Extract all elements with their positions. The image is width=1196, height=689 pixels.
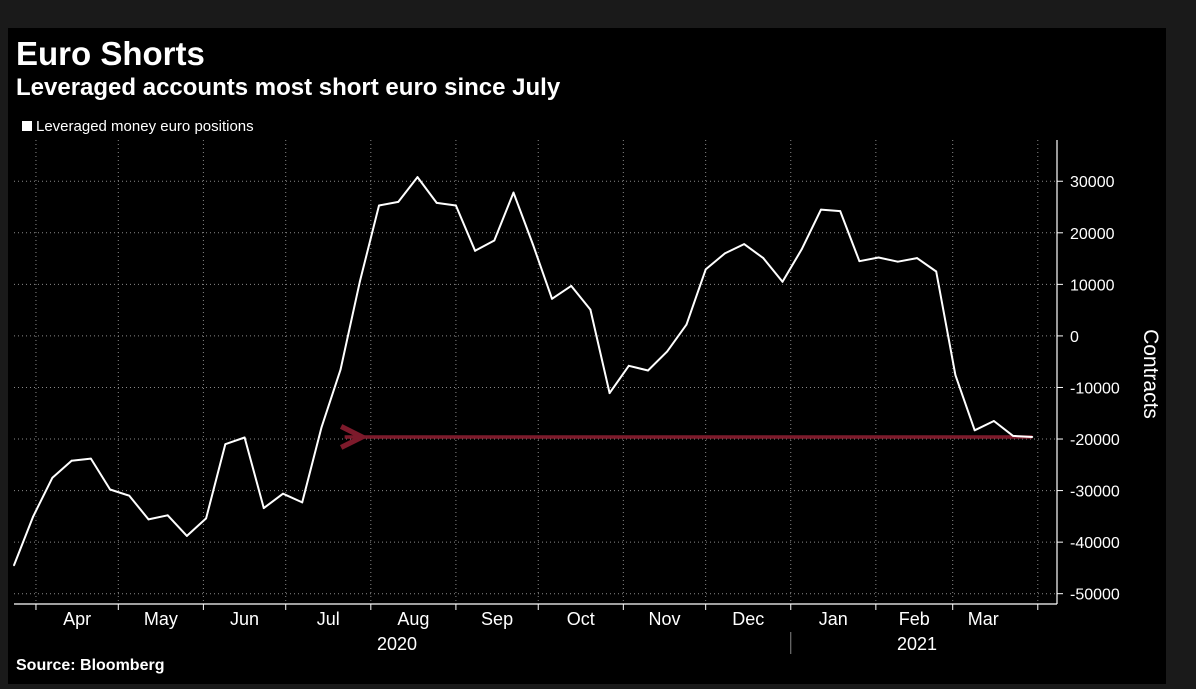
data-point bbox=[32, 515, 35, 518]
chart-panel bbox=[8, 28, 1166, 684]
data-point bbox=[435, 201, 438, 204]
y-tick-label: -40000 bbox=[1070, 535, 1120, 552]
data-point bbox=[51, 476, 54, 479]
data-point bbox=[531, 243, 534, 246]
year-label: 2020 bbox=[377, 634, 417, 654]
legend-label: Leveraged money euro positions bbox=[36, 118, 254, 135]
data-point bbox=[397, 200, 400, 203]
data-point bbox=[666, 350, 669, 353]
data-point bbox=[627, 364, 630, 367]
data-point bbox=[800, 248, 803, 251]
x-tick-label: Oct bbox=[567, 609, 595, 629]
data-point bbox=[243, 436, 246, 439]
data-point bbox=[608, 392, 611, 395]
data-point bbox=[493, 239, 496, 242]
data-point bbox=[723, 252, 726, 255]
data-point bbox=[954, 374, 957, 376]
data-point bbox=[128, 494, 131, 497]
year-label: 2021 bbox=[897, 634, 937, 654]
data-point bbox=[781, 280, 784, 283]
data-point bbox=[858, 260, 861, 263]
axes bbox=[14, 140, 1063, 654]
x-tick-label: Jun bbox=[230, 609, 259, 629]
data-point bbox=[762, 257, 765, 259]
data-point bbox=[647, 369, 649, 372]
data-point bbox=[186, 535, 188, 537]
data-point bbox=[704, 268, 707, 271]
legend-swatch bbox=[22, 121, 32, 131]
y-tick-label: -20000 bbox=[1070, 432, 1120, 449]
data-point bbox=[973, 429, 976, 432]
data-point bbox=[743, 243, 745, 246]
x-tick-label: Jan bbox=[819, 609, 848, 629]
y-tick-label: -50000 bbox=[1070, 587, 1120, 604]
data-point bbox=[13, 564, 15, 567]
data-point bbox=[109, 488, 111, 491]
chart-subtitle: Leveraged accounts most short euro since… bbox=[16, 74, 561, 101]
data-point bbox=[839, 210, 842, 213]
x-tick-label: Dec bbox=[732, 609, 764, 629]
x-tick-label: Jul bbox=[317, 609, 340, 629]
data-point bbox=[224, 443, 227, 446]
y-tick-label: 30000 bbox=[1070, 174, 1115, 191]
data-point bbox=[70, 459, 73, 462]
data-point bbox=[358, 280, 361, 283]
y-tick-label: -10000 bbox=[1070, 380, 1120, 397]
data-point bbox=[455, 204, 457, 207]
data-point bbox=[416, 176, 419, 179]
source-note: Source: Bloomberg bbox=[16, 657, 165, 674]
data-point bbox=[282, 492, 284, 495]
x-tick-label: Apr bbox=[63, 609, 91, 629]
data-point bbox=[205, 517, 208, 520]
data-point bbox=[512, 191, 515, 194]
data-point bbox=[589, 308, 592, 311]
x-tick-labels: Apr May Jun Jul Aug Sep Oct Nov Dec Jan Feb Mar 2020… bbox=[63, 609, 999, 654]
data-point bbox=[685, 323, 688, 326]
data-point bbox=[147, 518, 150, 521]
data-point bbox=[166, 514, 169, 517]
data-point bbox=[551, 297, 553, 300]
data-point bbox=[378, 204, 380, 207]
x-tick-label: Feb bbox=[899, 609, 930, 629]
data-point bbox=[474, 249, 477, 252]
data-point bbox=[820, 208, 822, 211]
y-tick-label: -30000 bbox=[1070, 484, 1120, 501]
data-point bbox=[896, 260, 899, 263]
chart-title: Euro Shorts bbox=[16, 35, 205, 72]
x-tick-label: Aug bbox=[397, 609, 429, 629]
gridlines bbox=[14, 140, 1057, 604]
legend: Leveraged money euro positions bbox=[22, 118, 254, 136]
y-tick-label: 10000 bbox=[1070, 277, 1115, 294]
series-line bbox=[13, 176, 1033, 566]
x-tick-label: Nov bbox=[648, 609, 680, 629]
x-tick-label: Mar bbox=[968, 609, 999, 629]
data-point bbox=[1012, 435, 1014, 437]
x-tick-label: May bbox=[144, 609, 178, 629]
x-tick-label: Sep bbox=[481, 609, 513, 629]
data-point bbox=[935, 270, 938, 273]
data-point bbox=[262, 507, 265, 510]
y-tick-labels: 30000 20000 10000 0 -10000 -20000 -30000 -40000… bbox=[1070, 174, 1120, 603]
y-tick-label: 0 bbox=[1070, 329, 1079, 346]
data-point bbox=[570, 285, 573, 287]
data-point bbox=[1031, 436, 1034, 438]
data-point bbox=[339, 368, 342, 371]
data-point bbox=[916, 257, 918, 259]
y-axis-label: Contracts bbox=[1139, 329, 1162, 419]
data-point bbox=[320, 426, 323, 429]
data-point bbox=[877, 256, 880, 259]
data-point bbox=[992, 420, 995, 422]
data-point bbox=[301, 501, 304, 504]
series-group bbox=[13, 176, 1034, 567]
y-tick-label: 20000 bbox=[1070, 226, 1115, 243]
data-point bbox=[89, 457, 92, 460]
